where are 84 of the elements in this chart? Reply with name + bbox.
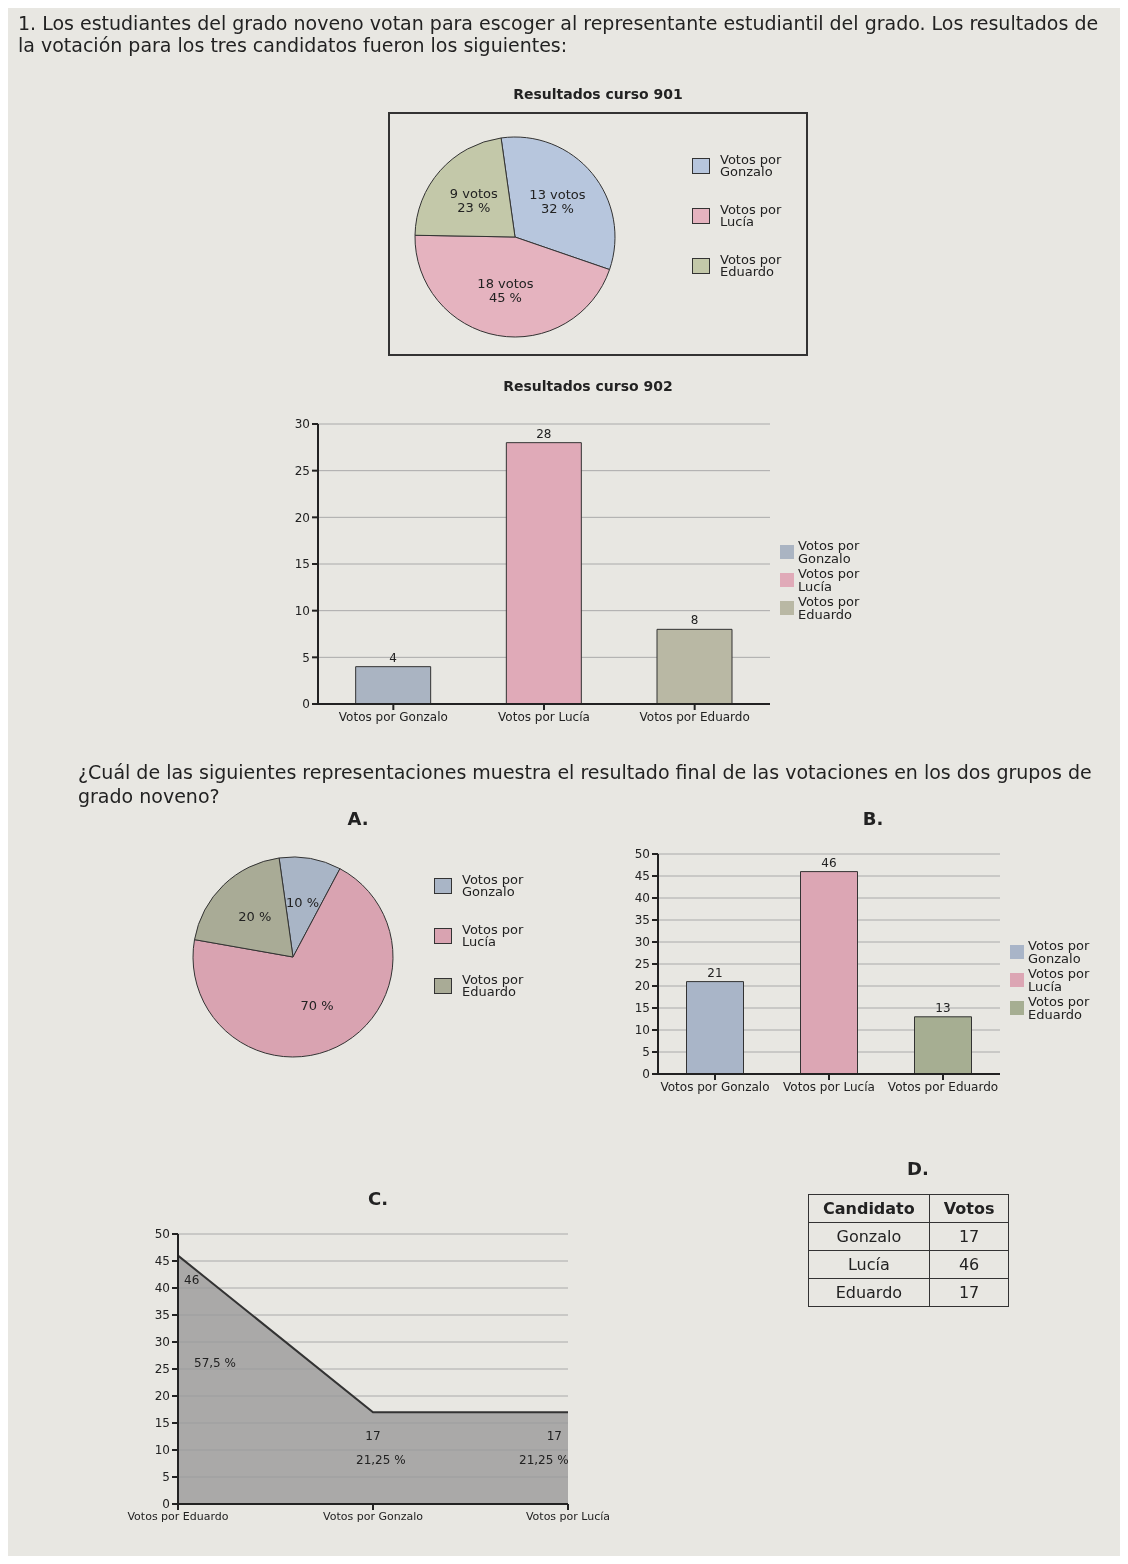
y-tick-label: 15	[634, 1001, 650, 1016]
y-tick-label: 10	[634, 1023, 650, 1038]
x-tick-label: Votos por Lucía	[498, 709, 590, 724]
y-tick-label: 5	[302, 650, 310, 665]
data-label: 4	[389, 650, 397, 665]
data-label: 46	[184, 1272, 200, 1287]
y-tick-label: 0	[642, 1067, 650, 1082]
data-label: 13 votos 32 %	[529, 186, 586, 216]
y-tick-label: 30	[154, 1335, 170, 1350]
legend-label: Votos por Gonzalo	[462, 872, 525, 899]
y-tick-label: 50	[154, 1227, 170, 1242]
y-tick-label: 5	[162, 1470, 170, 1485]
y-tick-label: 20	[154, 1389, 170, 1404]
x-tick-label: Votos por Gonzalo	[323, 1509, 424, 1523]
data-label: 8	[690, 613, 699, 628]
y-tick-label: 15	[154, 1416, 170, 1431]
legend-label: Votos por Gonzalo	[720, 152, 783, 179]
data-label: 17	[929, 1222, 1009, 1251]
data-label: 17	[929, 1278, 1009, 1307]
y-tick-label: 5	[642, 1045, 650, 1060]
chart-title: Resultados curso 901	[512, 86, 684, 104]
data-label: 18 votos 45 %	[477, 275, 534, 305]
y-tick-label: 40	[154, 1281, 170, 1296]
y-tick-label: 20	[294, 510, 310, 525]
legend-label: Votos por Eduardo	[1028, 993, 1091, 1022]
text: D.	[906, 1158, 930, 1181]
legend-label: Votos por Eduardo	[720, 252, 783, 279]
x-tick-label: Votos por Eduardo	[127, 1509, 229, 1523]
x-tick-label: Votos por Gonzalo	[660, 1079, 770, 1094]
category-label: Lucía	[808, 1250, 930, 1279]
y-tick-label: 25	[154, 1362, 170, 1377]
text: 1. Los estudiantes del grado noveno votan para escoger al representante estudiantil del grado. Los resultados de la votación para los tres candidatos fueron los siguientes:	[18, 12, 1100, 56]
data-label: 46	[929, 1250, 1009, 1279]
y-tick-label: 10	[154, 1443, 170, 1458]
y-tick-label: 25	[634, 957, 650, 972]
data-label: 10 %	[286, 894, 320, 910]
category-label: Eduardo	[808, 1278, 930, 1307]
y-tick-label: 30	[634, 935, 650, 950]
y-tick-label: 15	[294, 557, 310, 572]
y-tick-label: 35	[634, 913, 650, 928]
y-tick-label: 25	[294, 463, 310, 478]
legend-label: Votos por Eduardo	[798, 593, 861, 622]
text: ¿Cuál de las siguientes representaciones muestra el resultado final de las votaciones en los dos grupos de grado noveno?	[78, 760, 1093, 808]
chart-title: A.	[346, 808, 370, 831]
data-label: 21	[707, 965, 723, 980]
y-tick-label: 40	[634, 891, 650, 906]
y-tick-label: 45	[154, 1254, 170, 1269]
y-tick-label: 20	[634, 979, 650, 994]
text: Votos	[929, 1194, 1009, 1223]
data-label: 70 %	[300, 997, 334, 1013]
y-tick-label: 50	[634, 847, 650, 862]
chart-title: C.	[366, 1188, 390, 1211]
x-tick-label: Votos por Lucía	[783, 1079, 875, 1094]
x-tick-label: Votos por Eduardo	[639, 709, 750, 724]
annotation: 21,25 %	[519, 1453, 569, 1467]
annotation: 21,25 %	[356, 1453, 406, 1467]
chart-title: Resultados curso 902	[502, 378, 674, 396]
category-label: Gonzalo	[808, 1222, 930, 1251]
legend-label: Votos por Eduardo	[462, 972, 525, 999]
data-label: 9 votos 23 %	[449, 185, 498, 215]
y-tick-label: 10	[294, 603, 310, 618]
x-tick-label: Votos por Lucía	[525, 1509, 611, 1523]
legend-label: Votos por Gonzalo	[798, 537, 861, 566]
legend-label: Votos por Lucía	[720, 202, 783, 229]
x-tick-label: Votos por Eduardo	[887, 1079, 999, 1094]
data-label: 28	[536, 426, 552, 441]
annotation: 57,5 %	[194, 1356, 236, 1370]
y-tick-label: 30	[294, 417, 310, 432]
legend-label: Votos por Lucía	[798, 565, 861, 594]
legend-label: Votos por Lucía	[1028, 965, 1091, 994]
data-label: 17	[546, 1429, 562, 1444]
y-tick-label: 0	[302, 697, 310, 712]
data-label: 13	[935, 1000, 951, 1015]
data-label: 17	[365, 1429, 381, 1444]
data-label: 46	[821, 855, 837, 870]
y-tick-label: 45	[634, 869, 650, 884]
x-tick-label: Votos por Gonzalo	[338, 709, 448, 724]
data-label: 20 %	[238, 908, 272, 924]
chart-title: B.	[861, 808, 885, 831]
y-tick-label: 0	[162, 1497, 170, 1512]
text: Candidato	[808, 1194, 930, 1223]
y-tick-label: 35	[154, 1308, 170, 1323]
legend-label: Votos por Lucía	[462, 922, 525, 949]
legend-label: Votos por Gonzalo	[1028, 937, 1091, 966]
